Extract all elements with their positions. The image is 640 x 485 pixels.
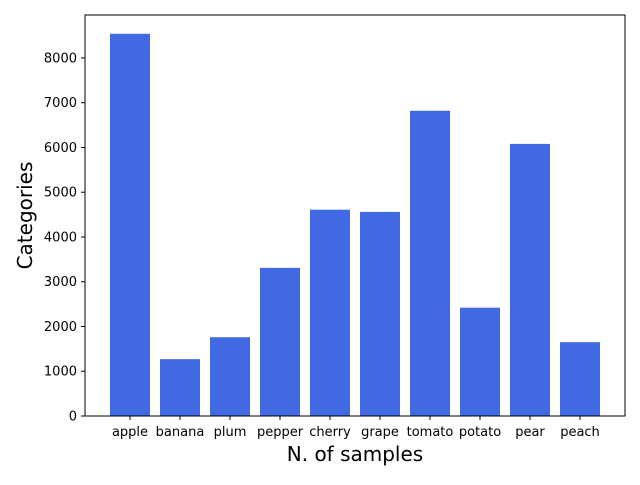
y-tick-label: 7000 [44,96,77,111]
bar-plum [210,337,250,416]
y-tick-label: 5000 [44,186,77,201]
bar-grape [360,211,400,416]
bars-layer [110,33,600,417]
y-tick-label: 8000 [44,51,77,66]
x-tick-label: plum [214,425,247,440]
bar-pepper [260,267,300,416]
x-tick-label: grape [361,425,399,440]
x-tick-label: potato [459,425,501,440]
x-axis-ticks: apple banana plum pepper cherry grape tomato po… [112,416,600,440]
y-tick-label: 4000 [44,230,77,245]
x-tick-label: tomato [407,425,454,440]
bar-potato [460,307,500,416]
y-tick-label: 2000 [44,320,77,335]
y-axis-ticks: 0 1000 2000 3000 4000 5000 6000 7000 8000 [44,51,85,425]
x-tick-label: pepper [257,425,304,440]
x-tick-label: cherry [309,425,351,440]
bar-tomato [410,110,450,417]
y-tick-label: 1000 [44,365,77,380]
bar-banana [160,359,200,416]
plot-frame [84,14,626,417]
y-tick-label: 0 [69,410,77,425]
x-tick-label: pear [515,425,545,440]
x-tick-label: banana [156,425,205,440]
x-tick-label: peach [560,425,600,440]
x-tick-label: apple [112,425,148,440]
y-tick-label: 6000 [44,141,77,156]
x-axis-label: N. of samples [287,442,423,466]
y-tick-label: 3000 [44,275,77,290]
bar-cherry [310,209,350,416]
bar-pear [510,143,550,416]
bar-apple [110,33,150,416]
y-axis-label: Categories [13,162,37,270]
bar-peach [560,342,600,416]
